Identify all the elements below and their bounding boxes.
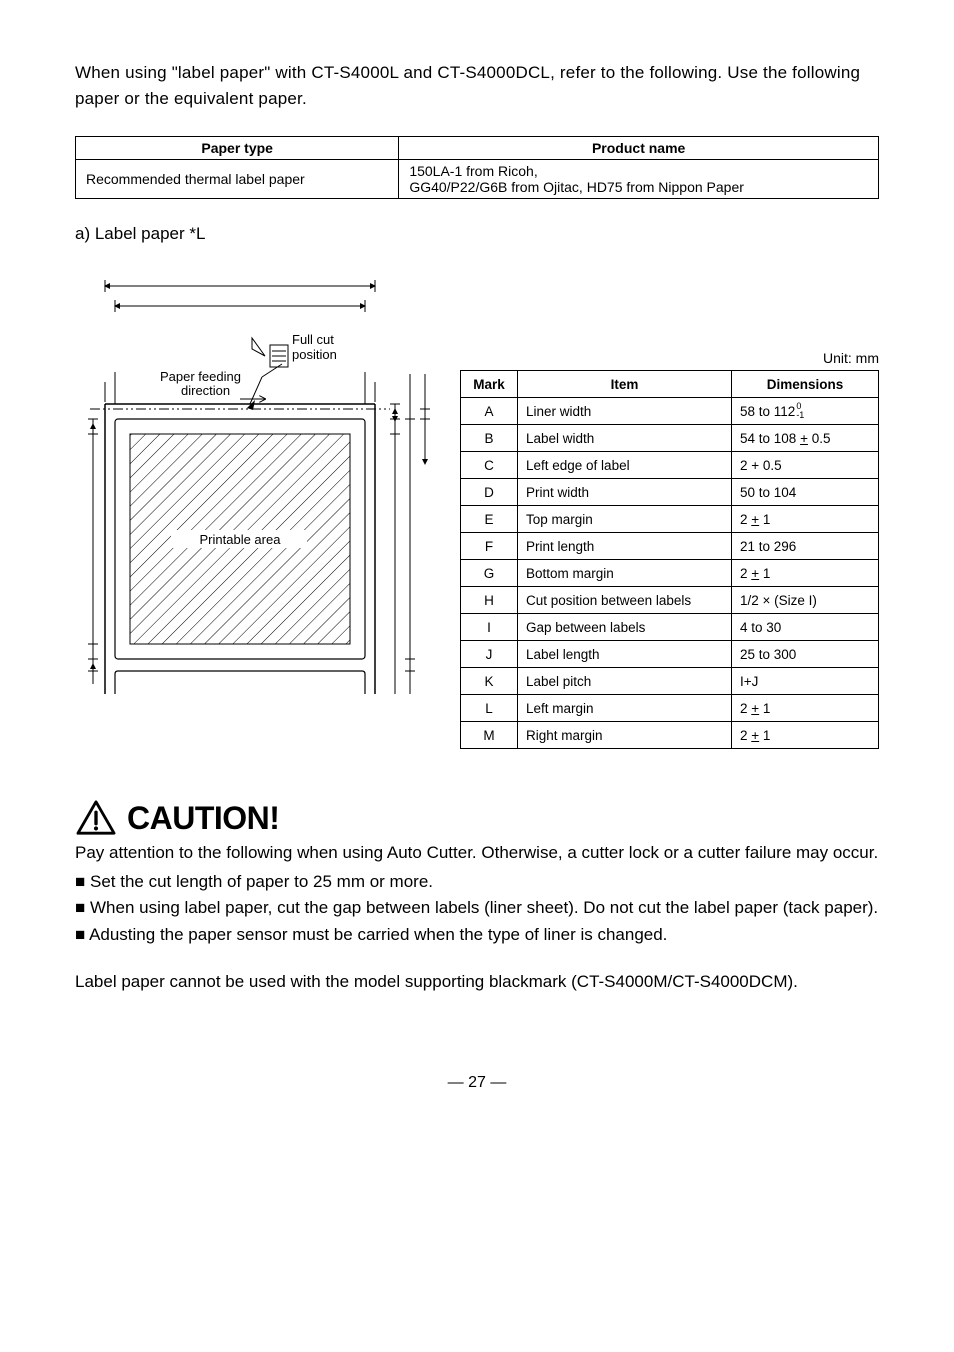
spec-item: Print length	[518, 533, 732, 560]
paper-type-header-1: Product name	[399, 137, 879, 160]
spec-header-item: Item	[518, 371, 732, 398]
caution-item: When using label paper, cut the gap betw…	[75, 896, 879, 921]
spec-mark: C	[461, 452, 518, 479]
spec-item: Gap between labels	[518, 614, 732, 641]
spec-item: Bottom margin	[518, 560, 732, 587]
spec-dimension: 2 + 1	[732, 560, 879, 587]
paper-type-cell: Recommended thermal label paper	[76, 160, 399, 199]
section-label: a) Label paper *L	[75, 224, 879, 244]
spec-mark: G	[461, 560, 518, 587]
spec-mark: E	[461, 506, 518, 533]
spec-mark: A	[461, 398, 518, 425]
spec-item: Liner width	[518, 398, 732, 425]
spec-dimension: 4 to 30	[732, 614, 879, 641]
spec-mark: L	[461, 695, 518, 722]
spec-item: Left edge of label	[518, 452, 732, 479]
full-cut-label-1: Full cut	[292, 332, 334, 347]
paper-type-header-0: Paper type	[76, 137, 399, 160]
caution-list: Set the cut length of paper to 25 mm or …	[75, 870, 879, 948]
spec-dimension: 2 + 1	[732, 506, 879, 533]
spec-item: Right margin	[518, 722, 732, 749]
page-number: — 27 —	[75, 1074, 879, 1092]
caution-item: Adusting the paper sensor must be carrie…	[75, 923, 879, 948]
spec-dimension: I+J	[732, 668, 879, 695]
spec-item: Cut position between labels	[518, 587, 732, 614]
spec-dimension: 1/2 × (Size I)	[732, 587, 879, 614]
spec-dimension: 58 to 1120-1	[732, 398, 879, 425]
spec-item: Label length	[518, 641, 732, 668]
caution-block: CAUTION! Pay attention to the following …	[75, 799, 879, 994]
caution-footer: Label paper cannot be used with the mode…	[75, 970, 879, 995]
spec-mark: B	[461, 425, 518, 452]
spec-header-dim: Dimensions	[732, 371, 879, 398]
paper-type-cell: 150LA-1 from Ricoh, GG40/P22/G6B from Oj…	[399, 160, 879, 199]
spec-item: Left margin	[518, 695, 732, 722]
unit-label: Unit: mm	[460, 350, 879, 366]
spec-mark: M	[461, 722, 518, 749]
spec-item: Label pitch	[518, 668, 732, 695]
spec-mark: D	[461, 479, 518, 506]
printable-area-label: Printable area	[200, 532, 282, 547]
spec-dimension: 54 to 108 + 0.5	[732, 425, 879, 452]
spec-dimension: 2 + 0.5	[732, 452, 879, 479]
spec-dimension: 25 to 300	[732, 641, 879, 668]
spec-item: Label width	[518, 425, 732, 452]
caution-title: CAUTION!	[127, 800, 279, 837]
caution-intro: Pay attention to the following when usin…	[75, 841, 879, 866]
spec-item: Print width	[518, 479, 732, 506]
spec-header-mark: Mark	[461, 371, 518, 398]
feed-label-2: direction	[181, 383, 230, 398]
spec-table: Mark Item Dimensions ALiner width58 to 1…	[460, 370, 879, 749]
spec-dimension: 2 + 1	[732, 695, 879, 722]
full-cut-label-2: position	[292, 347, 337, 362]
spec-mark: H	[461, 587, 518, 614]
caution-item: Set the cut length of paper to 25 mm or …	[75, 870, 879, 895]
label-diagram: Printable area Full cut position Paper f…	[75, 264, 435, 709]
feed-label-1: Paper feeding	[160, 369, 241, 384]
spec-dimension: 50 to 104	[732, 479, 879, 506]
spec-dimension: 21 to 296	[732, 533, 879, 560]
intro-text: When using "label paper" with CT-S4000L …	[75, 60, 879, 111]
spec-mark: K	[461, 668, 518, 695]
spec-mark: I	[461, 614, 518, 641]
spec-dimension: 2 + 1	[732, 722, 879, 749]
paper-type-table: Paper type Product name Recommended ther…	[75, 136, 879, 199]
spec-mark: F	[461, 533, 518, 560]
spec-item: Top margin	[518, 506, 732, 533]
caution-icon	[75, 799, 117, 837]
spec-mark: J	[461, 641, 518, 668]
